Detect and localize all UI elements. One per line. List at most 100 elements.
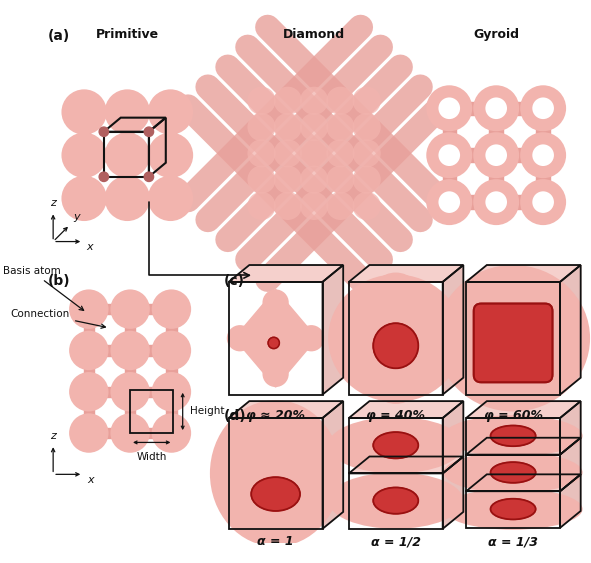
Bar [165, 164, 176, 189]
Bar [137, 106, 161, 118]
Text: y: y [73, 212, 79, 222]
Bar [489, 117, 503, 146]
Bar [79, 164, 89, 189]
Text: Width: Width [137, 452, 167, 462]
Polygon shape [349, 265, 463, 282]
Text: (a): (a) [47, 29, 70, 43]
Ellipse shape [328, 417, 463, 473]
Ellipse shape [300, 192, 328, 220]
Bar [166, 359, 177, 383]
Bar [97, 428, 122, 438]
Ellipse shape [248, 166, 275, 194]
Ellipse shape [483, 351, 543, 408]
Polygon shape [353, 503, 439, 524]
Bar [458, 195, 487, 209]
Ellipse shape [298, 325, 324, 351]
Ellipse shape [248, 113, 275, 141]
Ellipse shape [274, 87, 302, 115]
Ellipse shape [287, 449, 339, 498]
Ellipse shape [148, 176, 193, 221]
Bar [537, 164, 550, 193]
Ellipse shape [328, 472, 463, 529]
Ellipse shape [444, 415, 583, 457]
Bar [137, 150, 161, 160]
Polygon shape [353, 447, 439, 469]
Text: α = 1: α = 1 [257, 535, 294, 548]
Bar [443, 164, 456, 193]
Bar [93, 106, 118, 118]
Circle shape [268, 337, 280, 348]
Bar [125, 359, 135, 383]
Ellipse shape [300, 113, 328, 141]
Polygon shape [443, 457, 463, 529]
Bar [505, 149, 534, 162]
Bar [125, 400, 135, 425]
Text: α = 1/2: α = 1/2 [371, 535, 421, 548]
FancyBboxPatch shape [473, 303, 553, 382]
Ellipse shape [426, 132, 472, 178]
Ellipse shape [485, 144, 507, 166]
Text: φ ≈ 20%: φ ≈ 20% [246, 409, 305, 422]
Text: (b): (b) [47, 274, 70, 288]
Polygon shape [443, 401, 463, 473]
Ellipse shape [152, 413, 191, 453]
Ellipse shape [326, 139, 355, 167]
Ellipse shape [148, 132, 193, 178]
Ellipse shape [374, 488, 418, 514]
Ellipse shape [328, 274, 463, 402]
Bar [122, 164, 133, 189]
Ellipse shape [485, 191, 507, 213]
Ellipse shape [532, 97, 554, 119]
Ellipse shape [212, 449, 264, 498]
Ellipse shape [526, 421, 571, 451]
Polygon shape [353, 477, 439, 499]
Ellipse shape [524, 310, 584, 367]
Bar [97, 304, 122, 314]
Ellipse shape [152, 289, 191, 329]
Circle shape [144, 127, 154, 136]
Ellipse shape [483, 269, 543, 325]
Ellipse shape [274, 192, 302, 220]
Bar [505, 195, 534, 209]
Ellipse shape [526, 494, 571, 524]
Bar [137, 193, 161, 204]
Ellipse shape [455, 494, 500, 524]
Ellipse shape [473, 179, 519, 225]
Ellipse shape [455, 458, 500, 488]
Bar [84, 400, 94, 425]
Ellipse shape [353, 113, 381, 141]
Bar [125, 318, 135, 342]
Ellipse shape [436, 265, 590, 412]
Ellipse shape [520, 132, 566, 178]
Text: α = 1/3: α = 1/3 [488, 535, 538, 548]
Ellipse shape [353, 139, 381, 167]
Ellipse shape [248, 315, 304, 361]
Ellipse shape [105, 176, 150, 221]
Ellipse shape [426, 85, 472, 131]
Ellipse shape [300, 139, 328, 167]
Ellipse shape [353, 166, 381, 194]
Bar [122, 121, 133, 146]
Ellipse shape [227, 325, 253, 351]
Ellipse shape [526, 458, 571, 488]
Ellipse shape [444, 452, 583, 493]
Text: Basis atom: Basis atom [3, 266, 83, 310]
Ellipse shape [111, 372, 150, 412]
Ellipse shape [251, 477, 300, 511]
Ellipse shape [69, 289, 109, 329]
Ellipse shape [152, 372, 191, 412]
Ellipse shape [152, 330, 191, 370]
Text: x: x [86, 243, 93, 252]
Text: x: x [87, 475, 93, 485]
Ellipse shape [369, 272, 422, 325]
Ellipse shape [248, 139, 275, 167]
Ellipse shape [262, 361, 289, 387]
Ellipse shape [426, 179, 472, 225]
Text: Diamond: Diamond [283, 28, 345, 41]
Ellipse shape [532, 191, 554, 213]
Ellipse shape [473, 85, 519, 131]
Ellipse shape [111, 330, 150, 370]
Bar [165, 121, 176, 146]
Ellipse shape [300, 87, 328, 115]
Bar [138, 428, 163, 438]
